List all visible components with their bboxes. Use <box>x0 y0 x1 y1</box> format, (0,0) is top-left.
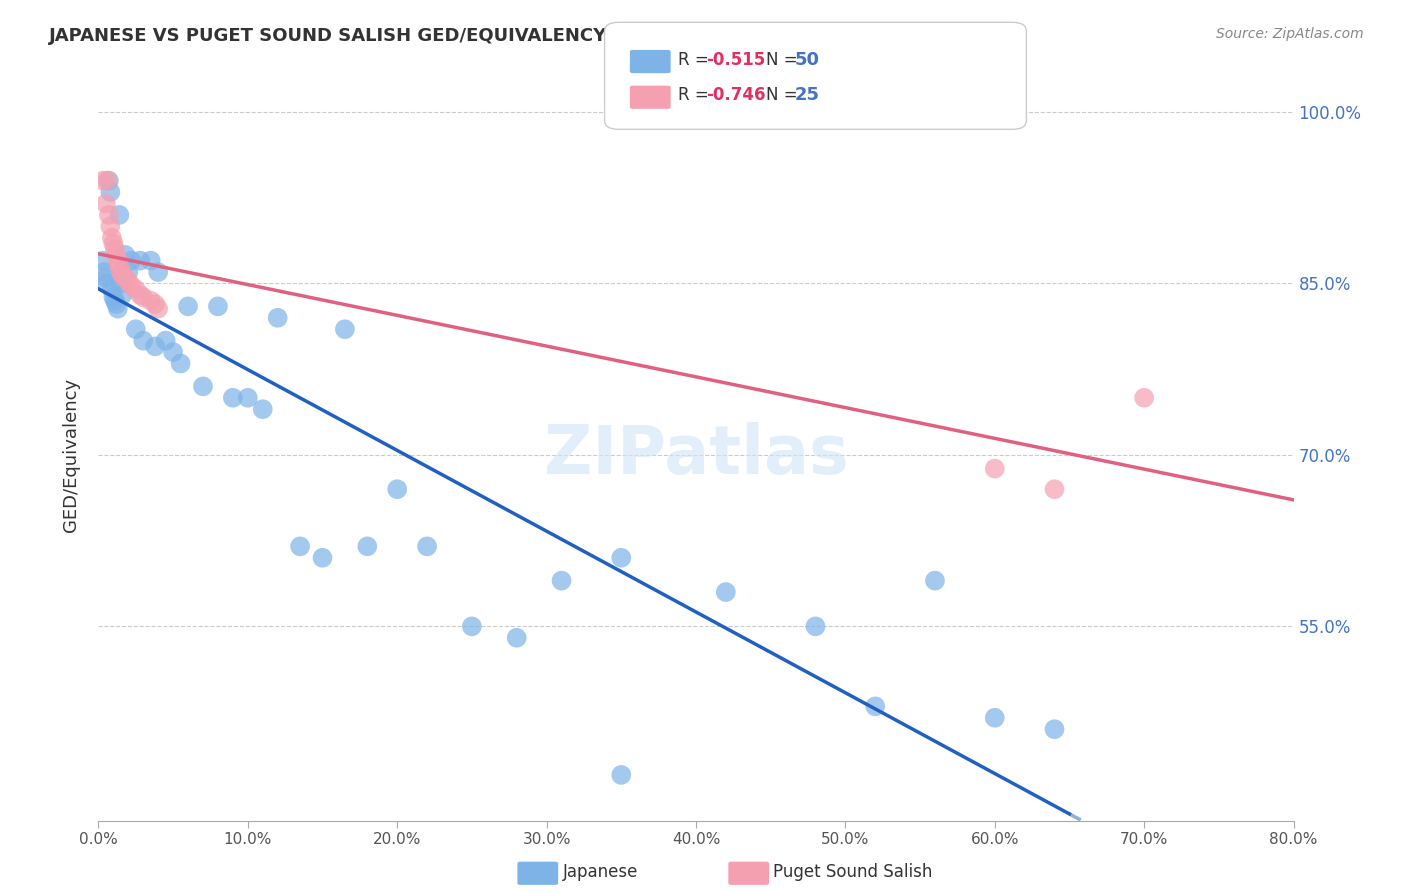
Point <box>148 265 170 279</box>
Point <box>114 248 136 262</box>
Point <box>111 288 134 302</box>
Point <box>96 277 118 291</box>
Point <box>139 293 162 308</box>
Y-axis label: GED/Equivalency: GED/Equivalency <box>62 378 80 532</box>
Point <box>169 356 191 371</box>
Point <box>117 265 139 279</box>
Point <box>333 322 356 336</box>
Point <box>143 297 166 311</box>
Point <box>120 253 142 268</box>
Point <box>714 585 737 599</box>
Point <box>610 550 633 565</box>
Point <box>91 174 114 188</box>
Point <box>108 208 131 222</box>
Point <box>311 550 333 565</box>
Point <box>108 260 131 274</box>
Point <box>416 539 439 553</box>
Point <box>148 301 170 316</box>
Text: ZIPatlas: ZIPatlas <box>544 422 848 488</box>
Point <box>111 268 134 283</box>
Point <box>105 248 128 262</box>
Point <box>155 334 177 348</box>
Text: -0.746: -0.746 <box>706 87 765 104</box>
Point <box>143 339 166 353</box>
Point <box>94 270 117 285</box>
Point <box>162 345 184 359</box>
Point <box>207 299 229 313</box>
Point <box>288 539 311 553</box>
Point <box>98 185 122 199</box>
Point <box>104 293 127 308</box>
Point <box>120 278 142 293</box>
Point <box>103 290 125 304</box>
Point <box>110 265 132 279</box>
Text: Source: ZipAtlas.com: Source: ZipAtlas.com <box>1216 27 1364 41</box>
Point <box>93 265 115 279</box>
Point <box>924 574 946 588</box>
Point <box>984 711 1007 725</box>
Point <box>117 274 139 288</box>
Point <box>177 299 200 313</box>
Point <box>191 379 214 393</box>
Point <box>91 253 114 268</box>
Text: Japanese: Japanese <box>562 863 638 881</box>
Point <box>550 574 572 588</box>
Point <box>132 334 155 348</box>
Point <box>103 236 125 251</box>
Text: R =: R = <box>678 51 714 69</box>
Point <box>1043 482 1066 496</box>
Point <box>610 768 633 782</box>
Point <box>94 196 117 211</box>
Point <box>125 282 148 296</box>
Point <box>132 290 155 304</box>
Point <box>97 174 120 188</box>
Point <box>804 619 827 633</box>
Point <box>101 282 124 296</box>
Text: 25: 25 <box>794 87 820 104</box>
Point <box>107 253 129 268</box>
Point <box>125 322 148 336</box>
Point <box>236 391 259 405</box>
Point <box>356 539 378 553</box>
Point <box>461 619 484 633</box>
Point <box>105 297 128 311</box>
Text: Puget Sound Salish: Puget Sound Salish <box>773 863 932 881</box>
Text: R =: R = <box>678 87 714 104</box>
Point <box>222 391 245 405</box>
Point <box>1043 723 1066 737</box>
Point <box>107 301 129 316</box>
Text: 50: 50 <box>794 51 820 69</box>
Point <box>114 270 136 285</box>
Point <box>267 310 290 325</box>
Text: N =: N = <box>766 87 803 104</box>
Point <box>139 253 162 268</box>
Point <box>1133 391 1156 405</box>
Point <box>506 631 529 645</box>
Point <box>129 288 152 302</box>
Point <box>104 242 127 256</box>
Point <box>96 174 118 188</box>
Point <box>110 277 132 291</box>
Text: JAPANESE VS PUGET SOUND SALISH GED/EQUIVALENCY CORRELATION CHART: JAPANESE VS PUGET SOUND SALISH GED/EQUIV… <box>49 27 828 45</box>
Text: N =: N = <box>766 51 803 69</box>
Point <box>865 699 887 714</box>
Point <box>97 208 120 222</box>
Text: -0.515: -0.515 <box>706 51 765 69</box>
Point <box>129 253 152 268</box>
Point <box>984 461 1007 475</box>
Point <box>385 482 409 496</box>
Point <box>98 219 122 234</box>
Point <box>252 402 274 417</box>
Point <box>101 231 124 245</box>
